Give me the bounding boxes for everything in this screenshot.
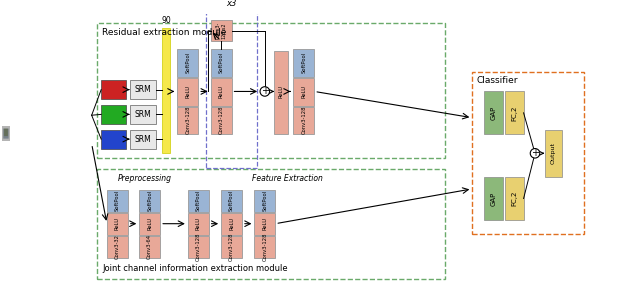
Bar — [472, 73, 584, 234]
Text: ReLU: ReLU — [278, 85, 284, 98]
Text: SoftPool: SoftPool — [147, 190, 152, 211]
Bar — [177, 49, 198, 77]
Bar — [130, 105, 156, 124]
Text: Joint channel information extraction module: Joint channel information extraction mod… — [102, 264, 288, 273]
Bar — [97, 23, 445, 158]
Text: ReLU: ReLU — [218, 85, 223, 98]
Circle shape — [260, 87, 269, 96]
Text: SoftPool: SoftPool — [218, 52, 223, 73]
Bar — [101, 105, 126, 124]
Text: ReLU: ReLU — [262, 217, 268, 230]
Bar — [107, 213, 128, 235]
Bar — [211, 49, 232, 77]
Circle shape — [531, 149, 540, 158]
Text: SoftPool: SoftPool — [301, 52, 307, 73]
Text: Classifier: Classifier — [477, 76, 518, 85]
Text: Conv3-128: Conv3-128 — [229, 232, 234, 261]
Bar — [504, 91, 524, 134]
Bar — [97, 170, 445, 279]
Bar — [188, 190, 209, 212]
Text: SRM: SRM — [134, 135, 152, 144]
Text: Conv3-
128,s2: Conv3- 128,s2 — [216, 22, 227, 39]
Bar — [221, 190, 242, 212]
Text: ReLU: ReLU — [301, 85, 307, 98]
Text: Output: Output — [550, 142, 556, 164]
Bar — [140, 190, 160, 212]
Bar — [293, 107, 314, 134]
Bar — [254, 190, 275, 212]
Bar — [140, 236, 160, 258]
Text: ReLU: ReLU — [229, 217, 234, 230]
Text: Conv3-128: Conv3-128 — [262, 232, 268, 261]
Text: SoftPool: SoftPool — [196, 190, 201, 211]
Text: GAP: GAP — [490, 191, 496, 206]
Text: Residual extraction module: Residual extraction module — [102, 28, 227, 37]
Bar — [293, 49, 314, 77]
Text: SRM: SRM — [134, 110, 152, 119]
Text: SoftPool: SoftPool — [262, 190, 268, 211]
Text: Conv3-32: Conv3-32 — [115, 234, 120, 259]
Bar — [177, 107, 198, 134]
Text: +: + — [261, 86, 269, 96]
Text: Conv3-128: Conv3-128 — [185, 106, 190, 134]
Text: Preprocessing: Preprocessing — [118, 174, 172, 183]
Text: SoftPool: SoftPool — [115, 190, 120, 211]
Bar — [130, 130, 156, 149]
Bar — [211, 78, 232, 106]
Bar — [293, 78, 314, 106]
Bar — [504, 177, 524, 220]
Bar — [101, 80, 126, 99]
Text: Conv3-64: Conv3-64 — [147, 234, 152, 259]
Bar — [211, 107, 232, 134]
Text: ReLU: ReLU — [196, 217, 201, 230]
Bar — [188, 236, 209, 258]
Bar — [211, 20, 232, 41]
Text: +: + — [531, 148, 539, 158]
Bar — [188, 213, 209, 235]
Bar — [484, 177, 502, 220]
Bar — [107, 190, 128, 212]
Text: x3: x3 — [227, 0, 237, 8]
Text: GAP: GAP — [490, 106, 496, 120]
Bar — [162, 28, 170, 153]
Bar — [221, 213, 242, 235]
Bar — [177, 78, 198, 106]
Text: Conv3-128: Conv3-128 — [196, 232, 201, 261]
Text: ReLU: ReLU — [185, 85, 190, 98]
Bar — [140, 213, 160, 235]
Text: FC,2: FC,2 — [511, 105, 517, 120]
Text: ReLU: ReLU — [147, 217, 152, 230]
Bar — [130, 80, 156, 99]
Text: SoftPool: SoftPool — [185, 52, 190, 73]
Text: Feature Extraction: Feature Extraction — [252, 174, 323, 183]
Text: ReLU: ReLU — [115, 217, 120, 230]
Text: SRM: SRM — [134, 85, 152, 94]
Bar — [545, 130, 562, 177]
Text: FC,2: FC,2 — [511, 191, 517, 206]
Bar — [107, 236, 128, 258]
Text: SoftPool: SoftPool — [229, 190, 234, 211]
Bar — [254, 213, 275, 235]
Bar — [254, 236, 275, 258]
Text: 90: 90 — [161, 16, 171, 25]
Text: Conv3-128: Conv3-128 — [218, 106, 223, 134]
Bar — [221, 236, 242, 258]
Bar — [206, 11, 257, 168]
Bar — [101, 130, 126, 149]
Text: Conv3-128: Conv3-128 — [301, 106, 307, 134]
Bar — [275, 51, 287, 134]
Bar — [484, 91, 502, 134]
